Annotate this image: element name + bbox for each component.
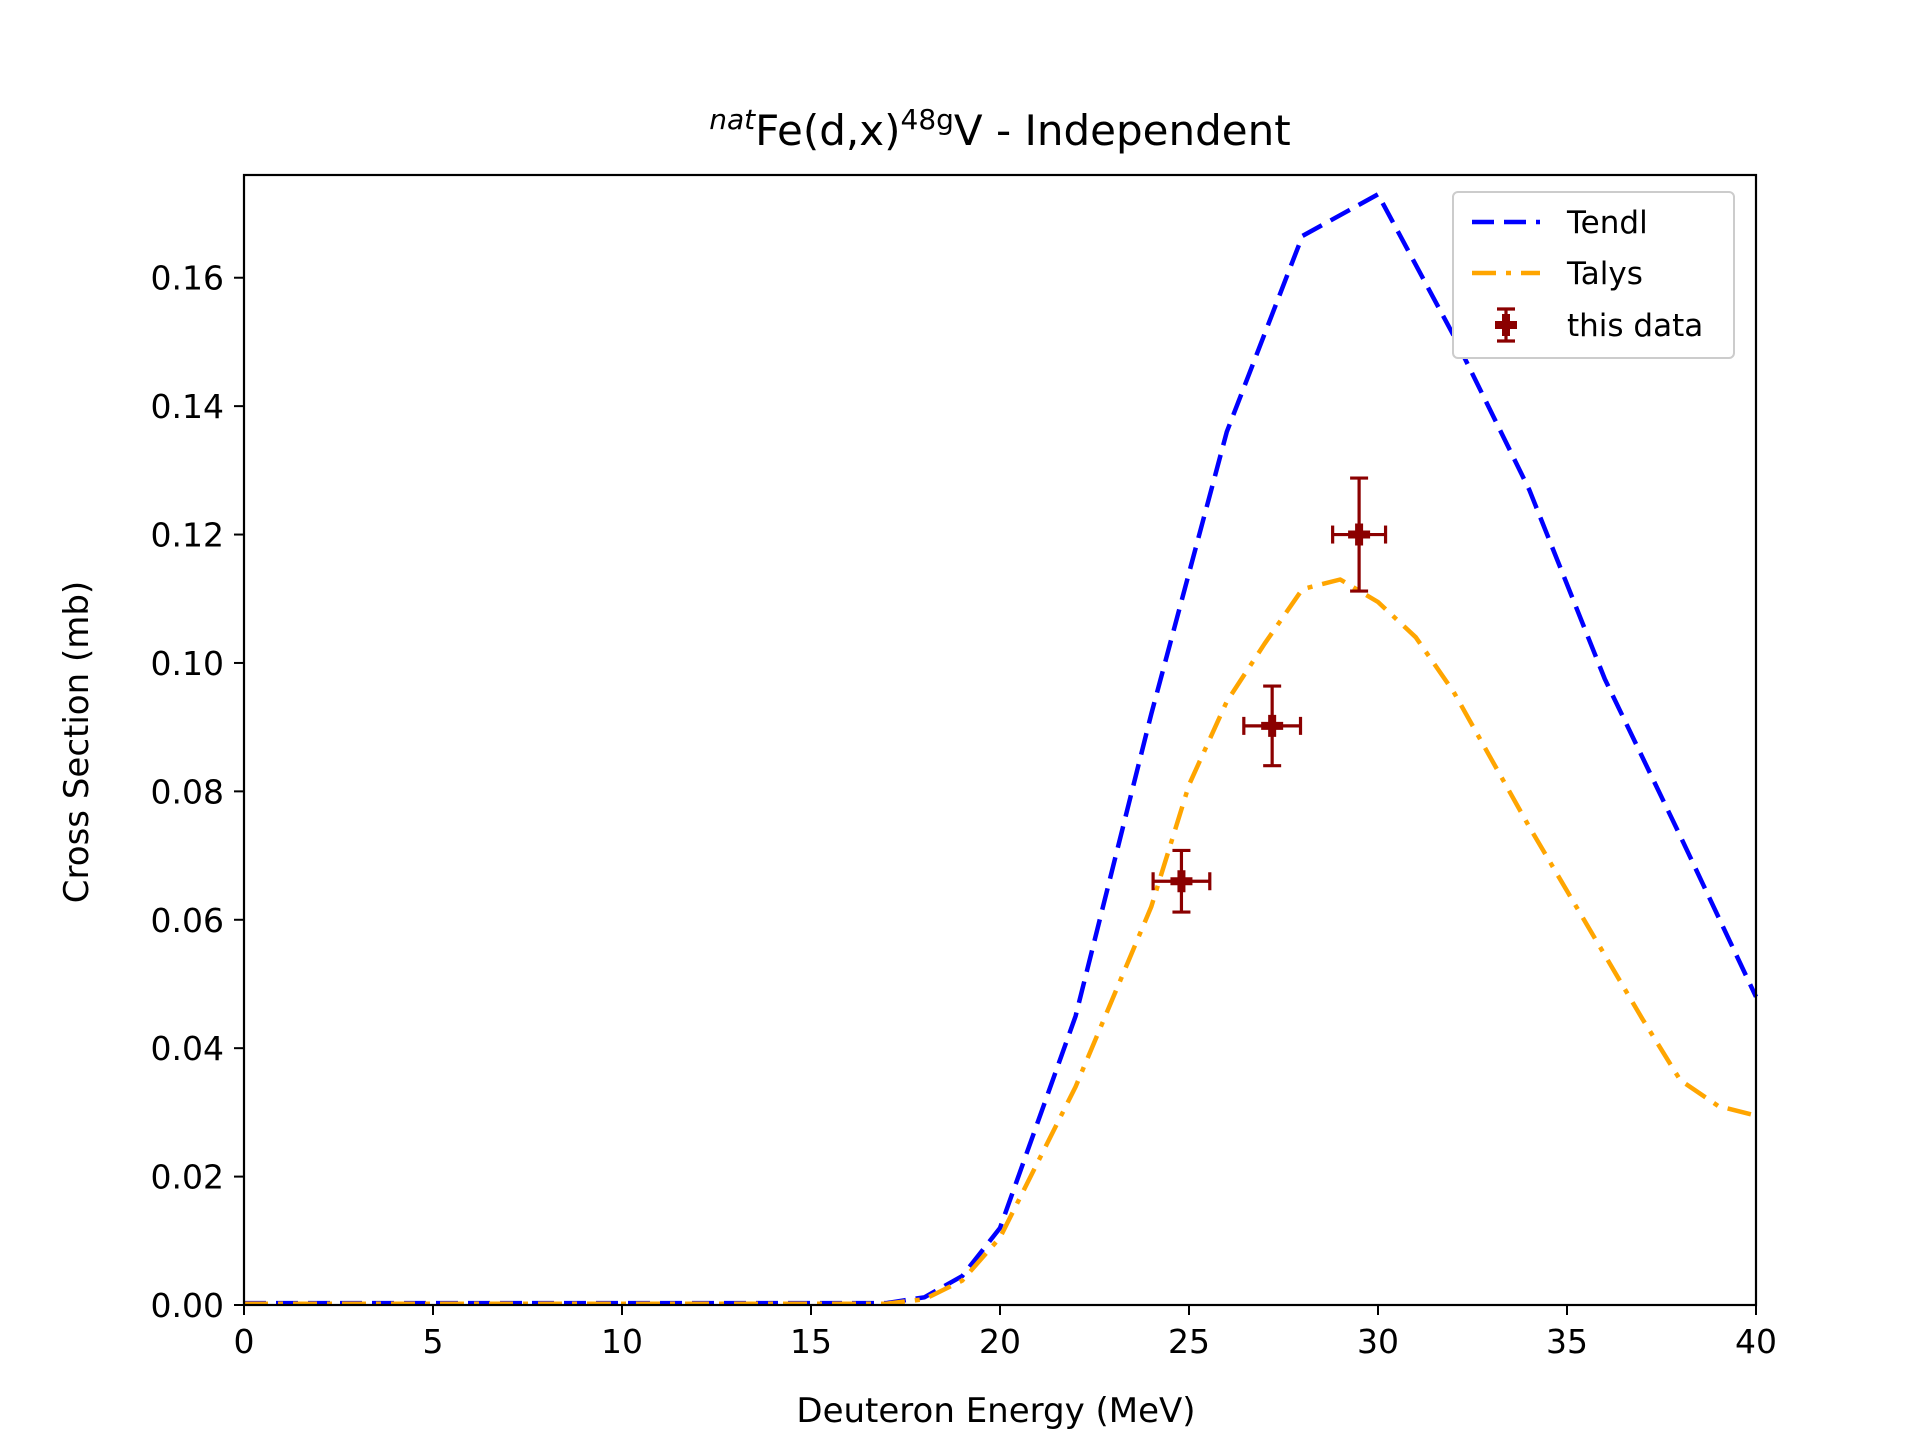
y-tick-label: 0.16 [151,259,224,298]
data-point-2 [1242,684,1303,768]
x-tick-label: 15 [790,1322,832,1361]
title-prefix-sup: nat [709,103,756,136]
y-tick-label: 0.06 [151,901,224,940]
x-tick-label: 40 [1735,1322,1777,1361]
legend-marker-glyph [1495,307,1517,343]
y-tick-label: 0.02 [151,1158,224,1197]
x-tick-label: 30 [1357,1322,1399,1361]
series-line-talys [244,577,1757,1306]
x-tick-label: 5 [423,1322,444,1361]
x-tick-label: 25 [1168,1322,1210,1361]
legend-frame [1452,191,1735,359]
x-axis-label: Deuteron Energy (MeV) [796,1391,1195,1431]
data-point-1 [1151,848,1212,914]
legend: Tendl Talys this data [1452,191,1735,359]
y-tick-label: 0.08 [151,772,224,811]
title-main: Fe(d,x) [755,106,900,155]
y-axis-label: Cross Section (mb) [57,581,97,903]
legend-label-talys: Talys [1566,256,1643,292]
y-axis: 0.00 0.02 0.04 0.06 0.08 0.10 0.12 0.14 0.16 [151,259,244,1325]
x-axis: 0 5 10 15 20 25 30 35 40 [234,1305,1777,1361]
legend-label-tendl: Tendl [1566,205,1648,241]
data-point-3 [1331,476,1388,593]
y-tick-label: 0.14 [151,387,224,426]
y-tick-label: 0.12 [151,516,224,555]
series-line-tendl [244,192,1759,1306]
title-suffix: V - Independent [954,106,1291,155]
chart-title: natFe(d,x)48gV - Independent [709,103,1290,155]
legend-swatch-this-data [1495,307,1517,343]
x-tick-label: 10 [601,1322,643,1361]
y-tick-label: 0.00 [151,1286,224,1325]
x-tick-label: 20 [979,1322,1021,1361]
y-tick-label: 0.04 [151,1029,224,1068]
title-mid-sup: 48g [901,103,954,136]
x-tick-label: 35 [1546,1322,1588,1361]
legend-label-this-data: this data [1567,308,1703,344]
y-tick-label: 0.10 [151,644,224,683]
x-tick-label: 0 [234,1322,255,1361]
